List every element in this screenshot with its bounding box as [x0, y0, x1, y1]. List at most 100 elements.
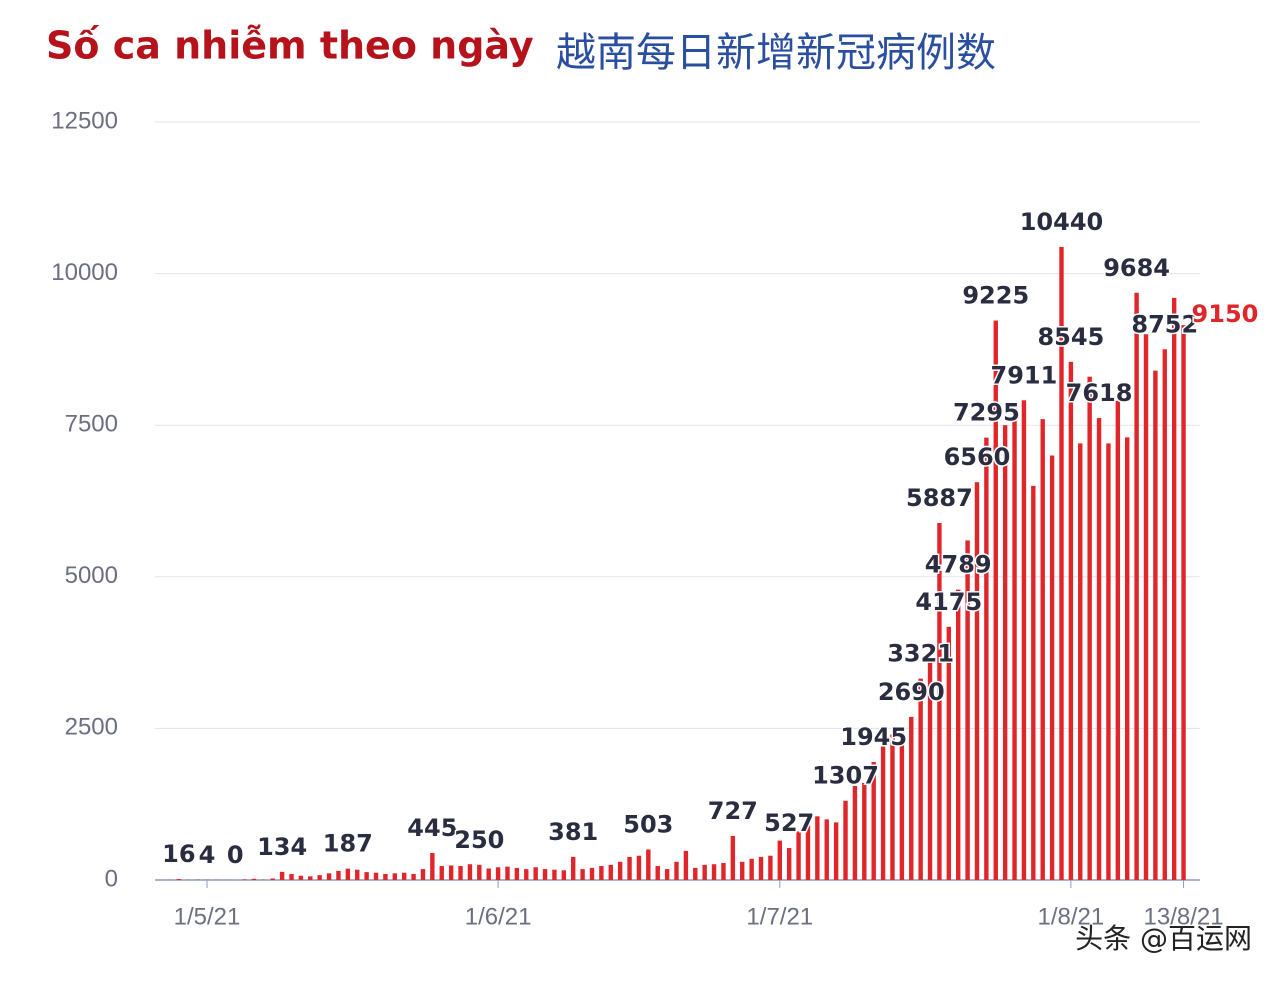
bar: [768, 855, 773, 880]
bar: [326, 873, 332, 880]
x-tick-label: 1/6/21: [465, 903, 532, 930]
bar: [880, 746, 886, 880]
chart-title: Số ca nhiễm theo ngày: [46, 24, 534, 68]
bar: [608, 864, 613, 880]
value-label: 381: [548, 818, 598, 846]
bar: [1143, 334, 1149, 880]
bar: [552, 869, 557, 880]
bar: [956, 589, 961, 880]
bar: [1059, 246, 1064, 880]
bar: [1012, 407, 1017, 880]
value-label: 4175: [915, 588, 982, 616]
bar: [1125, 437, 1130, 880]
bar: [542, 869, 548, 880]
bar: [1134, 292, 1139, 881]
bar: [1096, 418, 1102, 880]
bar: [411, 873, 416, 880]
bar: [1002, 425, 1008, 880]
bar: [646, 849, 651, 880]
bar: [242, 879, 247, 880]
bar: [289, 873, 294, 880]
y-tick-label: 7500: [65, 411, 118, 438]
bar: [937, 523, 942, 880]
chart-subtitle: 越南每日新增新冠病例数: [556, 30, 996, 76]
bar: [711, 864, 717, 880]
bar: [308, 876, 313, 880]
bar: [890, 734, 895, 880]
bar: [439, 866, 444, 880]
bar: [298, 875, 304, 880]
value-label: 9225: [962, 282, 1029, 310]
value-label: 445: [407, 814, 457, 842]
bar: [364, 872, 369, 880]
value-label: 727: [708, 797, 758, 825]
bar: [1153, 370, 1158, 880]
value-label: 6560: [944, 443, 1011, 471]
bar: [796, 831, 801, 880]
y-tick-label: 10000: [51, 259, 118, 286]
value-label: 5887: [906, 484, 973, 512]
y-tick-label: 5000: [65, 562, 118, 589]
bar: [317, 875, 322, 880]
value-label: 3321: [887, 640, 954, 668]
bar: [786, 848, 792, 880]
bar: [852, 786, 858, 880]
value-label: 9684: [1103, 254, 1170, 282]
bar: [533, 867, 538, 880]
bar: [524, 869, 529, 880]
bar: [974, 482, 980, 880]
bar: [946, 626, 952, 880]
bar: [721, 863, 726, 880]
bar: [993, 320, 998, 880]
bar: [636, 855, 642, 880]
bar: [730, 835, 736, 880]
bar: [674, 861, 679, 880]
bar: [458, 866, 463, 880]
bar: [251, 878, 257, 880]
bar: [927, 661, 933, 880]
bar: [805, 825, 811, 880]
bar: [514, 867, 520, 880]
value-label: 1307: [812, 762, 879, 790]
bar: [740, 861, 745, 880]
bar: [862, 782, 867, 880]
bar: [1087, 376, 1092, 880]
bar: [824, 819, 829, 880]
value-label: 7295: [953, 399, 1020, 427]
bar: [1021, 400, 1027, 880]
bar: [1040, 419, 1045, 880]
bar: [965, 540, 970, 880]
value-label: 7618: [1066, 379, 1133, 407]
bar: [589, 867, 595, 880]
bar: [833, 822, 839, 880]
value-label: 187: [323, 830, 373, 858]
bar: [702, 864, 707, 880]
x-tick-label: 1/8/21: [1038, 903, 1105, 930]
bar: [627, 856, 632, 880]
bar: [355, 869, 360, 880]
value-label: 2690: [878, 678, 945, 706]
bar: [1078, 443, 1083, 880]
bar: [984, 437, 989, 880]
bar: [1115, 400, 1121, 880]
bar: [843, 800, 848, 880]
bar: [815, 816, 820, 880]
bar: [1181, 325, 1186, 880]
value-label: 503: [623, 810, 673, 838]
bar: [1162, 349, 1167, 881]
bar: [467, 864, 473, 880]
bar: [617, 861, 623, 880]
bar: [176, 879, 182, 880]
value-label: 8752: [1131, 310, 1198, 338]
bar: [495, 867, 501, 880]
bar: [749, 858, 754, 880]
bar: [448, 865, 454, 880]
value-label: 8545: [1037, 323, 1104, 351]
x-tick-label: 13/8/21: [1144, 903, 1224, 930]
bar: [758, 856, 764, 880]
bar: [683, 850, 689, 880]
bar: [1049, 455, 1055, 880]
bar: [599, 866, 604, 880]
bar: [383, 873, 388, 880]
